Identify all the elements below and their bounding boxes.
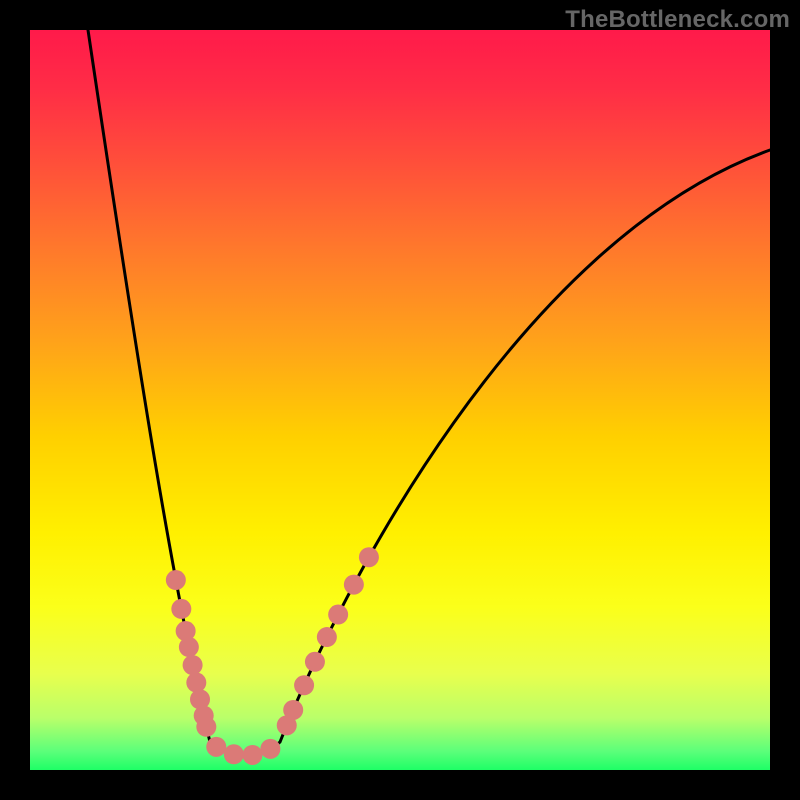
data-marker — [196, 717, 216, 737]
watermark: TheBottleneck.com — [565, 6, 790, 34]
data-marker — [294, 675, 314, 695]
data-marker — [186, 673, 206, 693]
data-marker — [183, 655, 203, 675]
data-marker — [317, 627, 337, 647]
bottleneck-chart — [0, 0, 800, 800]
data-marker — [179, 637, 199, 657]
data-marker — [260, 739, 280, 759]
data-marker — [166, 570, 186, 590]
data-marker — [344, 575, 364, 595]
data-marker — [242, 745, 262, 765]
figure-container: TheBottleneck.com — [0, 0, 800, 800]
plot-area — [30, 30, 770, 770]
data-marker — [328, 605, 348, 625]
data-marker — [171, 599, 191, 619]
data-marker — [206, 737, 226, 757]
data-marker — [224, 744, 244, 764]
data-marker — [359, 547, 379, 567]
data-marker — [283, 700, 303, 720]
data-marker — [305, 652, 325, 672]
